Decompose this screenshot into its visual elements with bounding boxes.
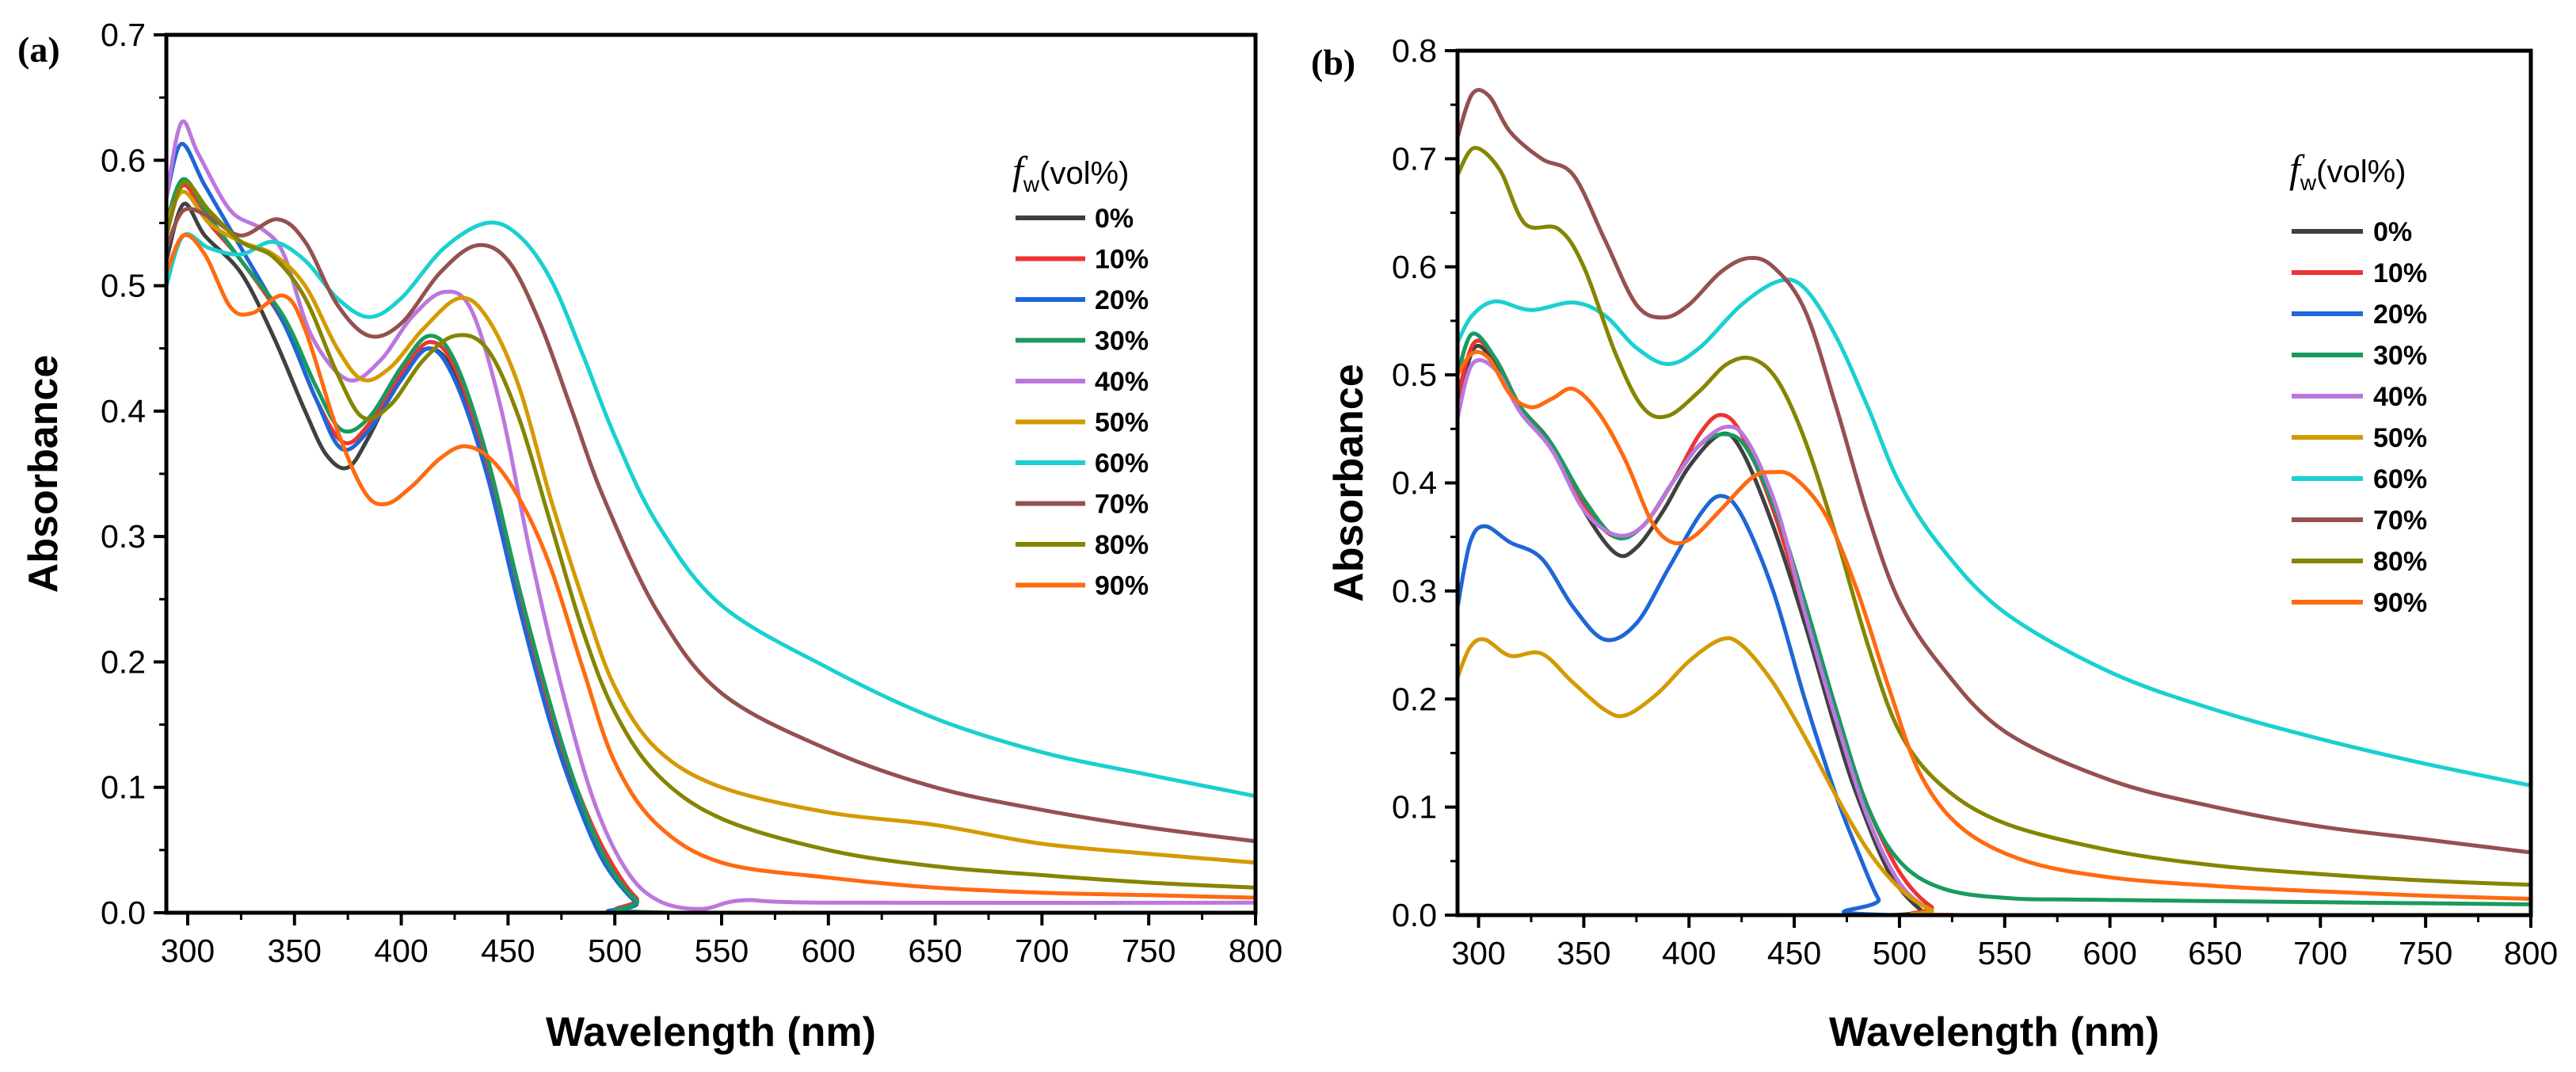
y-tick-label: 0.5 [1392,357,1437,393]
y-axis-title: Absorbance [21,355,67,593]
series-line-50pct [1458,635,2531,915]
legend-label: 50% [2373,423,2427,453]
legend-title-subscript: w [2300,170,2317,195]
x-tick-label: 550 [1978,935,2032,971]
series-line-10pct [1458,338,2531,915]
series-line-40pct [166,119,1256,911]
series-line-20pct [1458,494,2531,915]
x-tick-label: 400 [1662,935,1716,971]
series-line-0pct [1458,344,2531,915]
x-tick-label: 500 [1873,935,1926,971]
legend-label: 10% [2373,258,2427,288]
legend: fw(vol%) 0% 10% 20% 30% 40% 50% 60% 70% 80% 90% [1012,148,1149,601]
legend-label: 30% [1095,326,1149,357]
series-lines [166,119,1256,913]
series-line-50pct [166,189,1256,865]
legend-label: 60% [2373,464,2427,494]
x-tick-label: 700 [1015,933,1069,969]
y-tick-label: 0.2 [1392,681,1437,717]
series-lines [1458,88,2531,915]
legend-title-unit: (vol%) [2316,155,2406,189]
x-axis-title: Wavelength (nm) [1829,1009,2159,1055]
y-tick-label: 0.2 [101,643,146,680]
x-tick-label: 700 [2293,935,2347,971]
legend-label: 30% [2373,341,2427,371]
x-tick-label: 500 [588,933,642,969]
y-tick-label: 0.1 [101,769,146,806]
x-tick-label: 600 [2083,935,2136,971]
series-line-90pct [166,233,1256,900]
y-tick-label: 0.0 [1392,897,1437,933]
legend-label: 90% [1095,571,1149,601]
series-line-60pct [166,220,1256,799]
x-tick-label: 300 [161,933,215,969]
x-tick-label: 350 [1557,935,1610,971]
legend-title: fw(vol%) [1012,148,1129,196]
x-tick-label: 600 [802,933,855,969]
x-tick-label: 800 [1229,933,1282,969]
y-tick-label: 0.7 [1392,140,1437,177]
y-tick-label: 0.3 [1392,573,1437,609]
legend-label: 60% [1095,448,1149,479]
x-tick-label: 650 [2188,935,2242,971]
legend-label: 80% [1095,530,1149,560]
y-tick-label: 0.1 [1392,789,1437,826]
legend-label: 0% [2373,217,2412,247]
chart-panel-a: 300 350 400 450 500 550 600 650 700 750 800 0.0 0.1 0… [17,17,1282,1055]
x-tick-label: 300 [1451,935,1505,971]
x-tick-label: 350 [268,933,322,969]
y-axis-title: Absorbance [1326,364,1372,602]
y-tick-label: 0.5 [101,268,146,304]
legend-label: 20% [2373,299,2427,330]
series-line-80pct [166,180,1256,890]
series-line-0pct [166,201,1256,913]
x-tick-label: 550 [695,933,749,969]
legend-label: 40% [1095,367,1149,397]
legend-label: 10% [1095,245,1149,275]
x-tick-label: 450 [1767,935,1821,971]
legend: fw(vol%) 0% 10% 20% 30% 40% 50% 60% 70% 80% 90% [2289,147,2427,618]
series-line-70pct [1458,88,2531,855]
y-tick-label: 0.6 [1392,249,1437,285]
chart-panel-b: 300 350 400 450 500 550 600 650 700 750 800 0.0 0.1 0… [1311,32,2558,1055]
x-tick-label: 400 [374,933,428,969]
y-tick-label: 0.4 [101,393,146,429]
legend-label: 70% [1095,490,1149,520]
series-line-70pct [166,206,1256,844]
legend-label: 90% [2373,588,2427,618]
y-tick-label: 0.7 [101,17,146,53]
legend-title-unit: (vol%) [1039,156,1129,191]
legend-label: 70% [2373,505,2427,536]
panel-label: (b) [1311,42,1355,82]
series-line-80pct [1458,146,2531,887]
x-tick-label: 450 [481,933,535,969]
series-line-60pct [1458,277,2531,788]
x-tick-label: 750 [1122,933,1176,969]
x-tick-label: 750 [2399,935,2452,971]
x-axis-title: Wavelength (nm) [546,1009,876,1055]
series-line-20pct [166,142,1256,913]
series-line-90pct [1458,349,2531,901]
y-tick-label: 0.8 [1392,32,1437,69]
legend-title: fw(vol%) [2289,147,2406,195]
panel-label: (a) [17,29,60,70]
legend-label: 0% [1095,204,1134,234]
series-line-30pct [1458,331,2531,906]
legend-label: 80% [2373,547,2427,577]
x-tick-label: 800 [2504,935,2558,971]
legend-label: 50% [1095,408,1149,438]
legend-label: 40% [2373,382,2427,412]
series-line-30pct [166,177,1256,913]
y-tick-label: 0.6 [101,142,146,178]
x-tick-label: 650 [908,933,962,969]
legend-title-subscript: w [1023,172,1040,196]
y-tick-label: 0.0 [101,895,146,931]
y-tick-label: 0.4 [1392,465,1437,502]
legend-label: 20% [1095,285,1149,315]
y-tick-label: 0.3 [101,518,146,555]
